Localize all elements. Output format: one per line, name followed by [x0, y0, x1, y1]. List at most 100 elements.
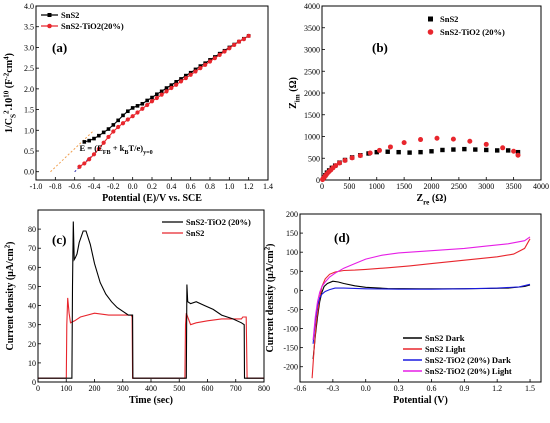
series-1-point — [96, 146, 101, 152]
series-1-point — [169, 85, 174, 91]
x-tick-label: 0.0 — [128, 182, 138, 191]
series-1-point — [222, 49, 227, 54]
x-tick-label: 700 — [230, 384, 242, 393]
legend-label: SnS2 — [61, 10, 79, 20]
y-tick-label: 0 — [32, 378, 36, 387]
y-tick-label: -200 — [283, 363, 298, 372]
x-tick-label: 200 — [89, 384, 101, 393]
series-1-point — [101, 140, 106, 145]
x-axis-label: Zre (Ω) — [416, 193, 446, 207]
series-1-point — [125, 117, 130, 122]
series-1-point — [116, 124, 121, 130]
series-0-point — [462, 146, 467, 152]
x-tick-label: 500 — [173, 384, 185, 393]
y-tick-label: 40 — [28, 302, 36, 311]
legend-marker — [47, 23, 52, 29]
series-1-point — [77, 164, 82, 169]
series-1-point — [111, 129, 116, 134]
x-tick-label: 600 — [202, 384, 214, 393]
series-1-point — [159, 92, 164, 97]
y-tick-label: 100 — [286, 248, 298, 257]
series-0-point — [92, 136, 96, 141]
y-tick-label: 70 — [28, 244, 36, 253]
series-1-point — [207, 59, 213, 64]
series-0-point — [101, 130, 106, 135]
x-tick-label: 3000 — [478, 182, 494, 191]
series-1-point — [135, 110, 140, 115]
panel-label: (a) — [52, 40, 67, 55]
series-0-point — [484, 147, 489, 153]
panel-label: (c) — [52, 232, 66, 247]
y-tick-label: 0.0 — [24, 168, 34, 177]
legend-label: SnS2-TiO2 (20%) — [440, 27, 505, 37]
x-tick-label: 300 — [117, 384, 129, 393]
series-1-point — [333, 163, 339, 169]
series-1-point — [140, 106, 145, 111]
series-0-point — [374, 149, 379, 155]
fit-annotation: E = (EFB + kBT/e)y=0 — [80, 143, 153, 156]
series-0-point — [130, 106, 135, 110]
legend-label: SnS2 — [440, 14, 458, 24]
series-1-point — [232, 42, 237, 48]
series-1-point — [450, 136, 456, 142]
legend-label: SnS2 Dark — [425, 333, 465, 343]
y-tick-label: 1.0 — [24, 126, 34, 135]
series-0-point — [440, 147, 445, 153]
series-0-point — [495, 148, 500, 153]
series-0-point — [150, 95, 154, 100]
series-1-point — [349, 155, 355, 161]
x-tick-label: -0.8 — [49, 182, 62, 191]
legend-marker — [427, 29, 434, 35]
legend-label: SnS2-TiO2 (20%) Dark — [425, 355, 511, 365]
panel-c: 0 100 200 300 400 500 600 700 800 0 10 20 30 40 50 60 70… — [4, 209, 270, 406]
plot-frame — [299, 213, 542, 383]
panel-a: -1.0 -0.8 -0.6 -0.4 -0.2 0.0 0.2 0.4 0.6 0.8 1.0 1.… — [3, 2, 274, 204]
series-1-point — [227, 46, 232, 51]
series-0-point — [145, 98, 149, 103]
x-tick-label: 100 — [60, 384, 72, 393]
x-tick-label: 2500 — [451, 182, 467, 191]
x-tick-label: 0 — [320, 182, 324, 191]
series-1-point — [193, 69, 198, 74]
y-tick-label: 0 — [294, 286, 298, 295]
series-1-point — [183, 75, 188, 81]
series-1-point — [342, 157, 348, 163]
series-1-point — [82, 161, 87, 166]
x-tick-label: 0 — [36, 384, 40, 393]
series-1-point — [418, 137, 424, 143]
series-1-point — [367, 150, 373, 156]
series-1-point — [106, 134, 111, 140]
x-tick-label: 0.6 — [426, 384, 436, 393]
series-0-point — [135, 104, 140, 108]
y-tick-label: 50 — [290, 267, 298, 276]
series-0-point — [505, 148, 511, 153]
panel-d: -0.6 -0.3 0.0 0.3 0.6 0.9 1.2 1.5 -200 -150 -100 -5… — [264, 210, 542, 406]
legend-label: SnS2 Light — [425, 344, 466, 354]
series-0-point — [106, 127, 111, 131]
series-0-point — [418, 149, 423, 155]
y-axis-label: Zim (Ω) — [288, 77, 302, 109]
x-tick-label: 500 — [343, 182, 355, 191]
x-tick-label: -0.2 — [107, 182, 120, 191]
series-0-point — [451, 147, 456, 152]
series-0-point — [155, 92, 159, 97]
y-tick-label: 3.0 — [24, 43, 34, 52]
series-line-2 — [312, 283, 531, 344]
y-tick-label: 60 — [28, 263, 36, 272]
y-tick-label: -150 — [283, 344, 298, 353]
y-tick-label: 1.5 — [24, 106, 34, 115]
series-line-0 — [312, 280, 531, 360]
x-tick-label: 1.4 — [263, 182, 273, 191]
series-0-point — [97, 133, 101, 138]
x-axis-label: Potential (E)/V vs. SCE — [102, 193, 202, 204]
series-1-point — [246, 33, 251, 38]
series-0-point — [179, 77, 183, 81]
y-tick-label: 10 — [28, 359, 36, 368]
x-axis-label: Potential (V) — [393, 395, 448, 406]
y-tick-label: 150 — [286, 229, 298, 238]
x-tick-label: 800 — [258, 384, 270, 393]
series-line-1 — [38, 221, 264, 379]
series-1-point — [236, 39, 242, 44]
panel-label: (b) — [372, 40, 388, 55]
y-axis-label: Current density (μA/cm2) — [264, 243, 277, 352]
